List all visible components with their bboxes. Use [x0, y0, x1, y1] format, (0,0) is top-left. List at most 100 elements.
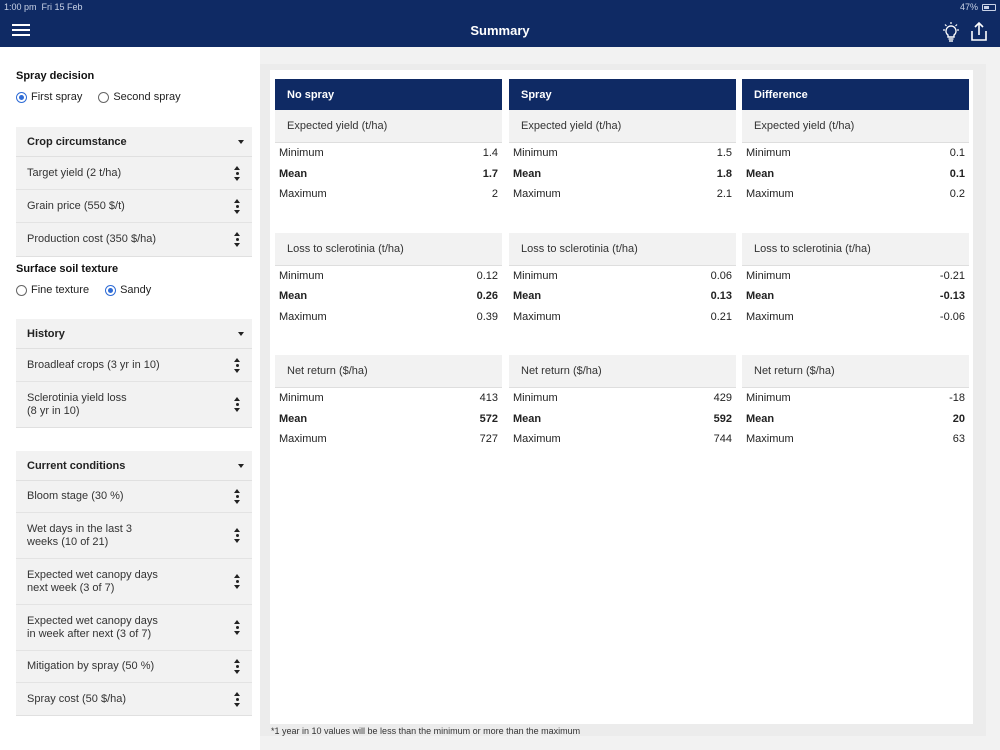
stat-value: 0.39	[476, 310, 498, 323]
stat-value: 727	[479, 433, 498, 446]
stat-value: 20	[952, 412, 965, 425]
stat-value: 0.06	[710, 269, 732, 282]
radio-second-spray[interactable]: Second spray	[98, 91, 181, 103]
stat-label: Mean	[746, 290, 775, 303]
stat-row: Minimum -18	[742, 388, 969, 409]
sidebar: Spray decision First spray Second spray …	[0, 47, 260, 750]
input-wet-canopy-week-after-next[interactable]: Expected wet canopy days in week after n…	[16, 605, 252, 651]
stat-label: Maximum	[746, 188, 794, 201]
input-broadleaf-crops[interactable]: Broadleaf crops (3 yr in 10)	[16, 349, 252, 382]
loss-block: Loss to sclerotinia (t/ha) Minimum 0.06 M…	[509, 232, 736, 328]
input-label: Expected wet canopy days in week after n…	[27, 614, 158, 640]
input-label: Bloom stage (30 %)	[27, 490, 124, 502]
input-bloom-stage[interactable]: Bloom stage (30 %)	[16, 481, 252, 513]
stat-value: -0.06	[939, 310, 965, 323]
input-sclerotinia-yield-loss[interactable]: Sclerotinia yield loss (8 yr in 10)	[16, 382, 252, 427]
stepper-icon	[234, 232, 240, 247]
stat-label: Mean	[746, 412, 775, 425]
net-return-block: Net return ($/ha) Minimum -18 Mean 20 Maxi…	[742, 355, 969, 450]
input-label: Production cost (350 $/ha)	[27, 233, 157, 245]
yield-block: Expected yield (t/ha) Minimum 1.4 Mean 1.7…	[275, 110, 502, 205]
stat-label: Minimum	[746, 392, 791, 405]
input-label: Wet days in the last 3 weeks (10 of 21)	[27, 522, 132, 548]
stat-row: Mean 592	[509, 409, 736, 430]
stepper-icon	[234, 357, 240, 373]
hamburger-menu-icon[interactable]	[12, 24, 30, 38]
stepper-icon	[234, 574, 240, 589]
stat-value: 1.7	[482, 167, 498, 180]
soil-texture-radio-group: Fine texture Sandy	[16, 284, 151, 296]
stat-row: Mean 572	[275, 409, 502, 430]
radio-fine-texture[interactable]: Fine texture	[16, 284, 89, 296]
input-wet-canopy-next-week[interactable]: Expected wet canopy days next week (3 of…	[16, 559, 252, 605]
status-time: 1:00 pm	[4, 2, 37, 12]
battery-icon	[982, 3, 996, 11]
status-time-date: 1:00 pm Fri 15 Feb	[4, 2, 83, 12]
panel-title: History	[27, 327, 65, 340]
stat-value: 744	[713, 433, 732, 446]
block-header: Net return ($/ha)	[275, 355, 502, 388]
battery-percent: 47%	[959, 2, 978, 12]
lightbulb-icon[interactable]	[940, 21, 962, 43]
column-spray: Spray Expected yield (t/ha) Minimum 1.5 M…	[509, 79, 736, 450]
stat-row: Minimum 0.12	[275, 266, 502, 287]
column-header: No spray	[275, 79, 502, 110]
input-production-cost[interactable]: Production cost (350 $/ha)	[16, 223, 252, 256]
stat-row: Maximum 0.2	[742, 184, 969, 205]
stat-label: Minimum	[746, 147, 791, 160]
stat-value: 572	[479, 412, 498, 425]
stat-row: Minimum 429	[509, 388, 736, 409]
stat-label: Maximum	[513, 188, 561, 201]
input-label: Target yield (2 t/ha)	[27, 166, 122, 179]
input-grain-price[interactable]: Grain price (550 $/t)	[16, 190, 252, 223]
stat-row: Maximum 2	[275, 184, 502, 205]
input-target-yield[interactable]: Target yield (2 t/ha)	[16, 157, 252, 190]
stat-row: Maximum 0.39	[275, 307, 502, 328]
panel-title: Crop circumstance	[27, 135, 127, 148]
input-label: Spray cost (50 $/ha)	[27, 692, 127, 705]
radio-selected-icon	[16, 91, 27, 103]
net-return-block: Net return ($/ha) Minimum 429 Mean 592 Max…	[509, 355, 736, 450]
history-header[interactable]: History	[16, 319, 252, 349]
stat-label: Minimum	[746, 269, 791, 282]
crop-circumstance-panel: Crop circumstance Target yield (2 t/ha) …	[16, 127, 252, 257]
spray-decision-title: Spray decision	[16, 70, 95, 82]
crop-circumstance-header[interactable]: Crop circumstance	[16, 127, 252, 157]
stat-value: 592	[713, 412, 732, 425]
stat-label: Maximum	[279, 188, 327, 201]
stat-row: Mean 1.7	[275, 164, 502, 185]
stat-row: Minimum 0.1	[742, 143, 969, 164]
radio-label: Sandy	[120, 284, 152, 296]
current-conditions-header[interactable]: Current conditions	[16, 451, 252, 481]
stat-row: Minimum 413	[275, 388, 502, 409]
column-difference: Difference Expected yield (t/ha) Minimum…	[742, 79, 969, 450]
stat-value: 0.1	[949, 167, 965, 180]
current-conditions-panel: Current conditions Bloom stage (30 %) We…	[16, 451, 252, 716]
history-panel: History Broadleaf crops (3 yr in 10) Scl…	[16, 319, 252, 428]
block-header: Expected yield (t/ha)	[509, 110, 736, 143]
stepper-icon	[234, 489, 240, 504]
radio-first-spray[interactable]: First spray	[16, 91, 82, 103]
stepper-icon	[234, 620, 240, 635]
block-header: Loss to sclerotinia (t/ha)	[275, 232, 502, 266]
stat-label: Maximum	[513, 433, 561, 446]
stat-value: -0.21	[939, 269, 965, 282]
stat-label: Mean	[279, 412, 308, 425]
radio-sandy[interactable]: Sandy	[105, 284, 151, 296]
top-bar: 1:00 pm Fri 15 Feb 47% Summary	[0, 0, 1000, 47]
summary-panel: No spray Expected yield (t/ha) Minimum 1.…	[270, 70, 973, 724]
input-spray-cost[interactable]: Spray cost (50 $/ha)	[16, 683, 252, 715]
stepper-icon	[234, 691, 240, 707]
stat-row: Minimum 1.4	[275, 143, 502, 164]
radio-selected-icon	[105, 284, 117, 296]
stat-value: -0.13	[939, 290, 965, 303]
stat-row: Maximum 0.21	[509, 307, 736, 328]
input-label: Mitigation by spray (50 %)	[27, 660, 155, 672]
input-mitigation-by-spray[interactable]: Mitigation by spray (50 %)	[16, 651, 252, 683]
input-wet-days-last-3-weeks[interactable]: Wet days in the last 3 weeks (10 of 21)	[16, 513, 252, 559]
radio-label: Fine texture	[31, 284, 90, 296]
caret-down-icon	[238, 463, 244, 468]
stat-value: 0.12	[476, 269, 498, 282]
input-label: Broadleaf crops (3 yr in 10)	[27, 358, 160, 371]
share-icon[interactable]	[968, 21, 990, 43]
